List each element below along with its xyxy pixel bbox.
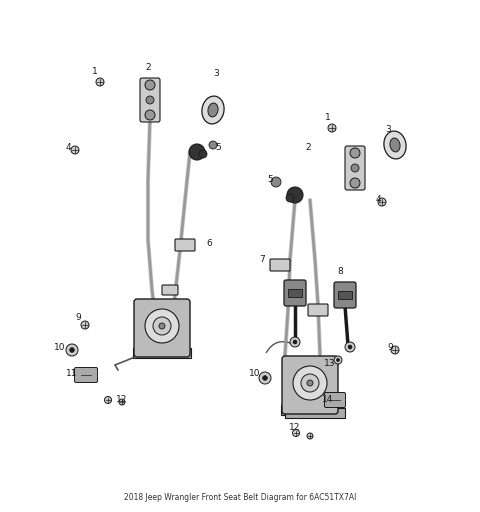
Circle shape: [119, 399, 125, 405]
Text: 4: 4: [375, 195, 381, 203]
Circle shape: [290, 337, 300, 347]
FancyBboxPatch shape: [282, 356, 338, 414]
Circle shape: [271, 177, 281, 187]
Circle shape: [307, 380, 313, 386]
Circle shape: [199, 150, 207, 158]
Text: 2: 2: [305, 142, 311, 152]
Circle shape: [145, 80, 155, 90]
Circle shape: [287, 187, 303, 203]
Text: 9: 9: [387, 343, 393, 352]
Circle shape: [259, 372, 271, 384]
Bar: [288, 289, 302, 297]
Circle shape: [351, 164, 359, 172]
Text: 2: 2: [145, 62, 151, 72]
Text: 2018 Jeep Wrangler Front Seat Belt Diagram for 6AC51TX7AI: 2018 Jeep Wrangler Front Seat Belt Diagr…: [124, 494, 356, 502]
Circle shape: [81, 321, 89, 329]
Circle shape: [263, 376, 267, 380]
Text: 4: 4: [65, 142, 71, 152]
Circle shape: [96, 78, 104, 86]
Text: 10: 10: [54, 343, 66, 352]
FancyBboxPatch shape: [324, 393, 346, 408]
Circle shape: [153, 317, 171, 335]
Circle shape: [301, 374, 319, 392]
Circle shape: [378, 198, 386, 206]
Bar: [338, 291, 352, 299]
Ellipse shape: [384, 131, 406, 159]
FancyBboxPatch shape: [162, 285, 178, 295]
Circle shape: [307, 433, 313, 439]
Text: 1: 1: [325, 114, 331, 122]
Circle shape: [350, 148, 360, 158]
Text: 10: 10: [249, 370, 261, 378]
Circle shape: [336, 358, 340, 361]
Circle shape: [286, 194, 294, 202]
Circle shape: [71, 146, 79, 154]
Circle shape: [145, 309, 179, 343]
Circle shape: [146, 96, 154, 104]
Text: 9: 9: [75, 313, 81, 323]
Text: 5: 5: [215, 142, 221, 152]
Circle shape: [293, 340, 297, 344]
Text: 8: 8: [337, 267, 343, 275]
Circle shape: [345, 342, 355, 352]
Text: 6: 6: [206, 240, 212, 248]
Text: 11: 11: [66, 370, 78, 378]
FancyBboxPatch shape: [284, 280, 306, 306]
FancyBboxPatch shape: [345, 146, 365, 190]
Circle shape: [159, 323, 165, 329]
Circle shape: [189, 144, 205, 160]
Circle shape: [328, 124, 336, 132]
Circle shape: [145, 110, 155, 120]
Text: 5: 5: [267, 175, 273, 183]
Circle shape: [209, 141, 217, 149]
FancyBboxPatch shape: [308, 304, 328, 316]
Circle shape: [292, 430, 300, 437]
Circle shape: [105, 396, 111, 403]
Circle shape: [66, 344, 78, 356]
Bar: [285, 408, 345, 418]
Text: 3: 3: [385, 124, 391, 134]
Text: 1: 1: [92, 67, 98, 75]
Circle shape: [348, 345, 352, 349]
FancyBboxPatch shape: [334, 282, 356, 308]
FancyBboxPatch shape: [175, 239, 195, 251]
Bar: [281, 405, 339, 415]
Circle shape: [293, 366, 327, 400]
Circle shape: [350, 178, 360, 188]
Ellipse shape: [208, 103, 218, 117]
Text: 7: 7: [259, 254, 265, 264]
Text: 12: 12: [116, 395, 128, 403]
FancyBboxPatch shape: [270, 259, 290, 271]
Text: 12: 12: [289, 422, 300, 432]
FancyBboxPatch shape: [74, 368, 97, 382]
Circle shape: [334, 356, 342, 364]
Ellipse shape: [202, 96, 224, 124]
Circle shape: [391, 346, 399, 354]
Ellipse shape: [390, 138, 400, 152]
Text: 14: 14: [322, 395, 334, 403]
Circle shape: [70, 348, 74, 352]
FancyBboxPatch shape: [140, 78, 160, 122]
Text: 3: 3: [213, 70, 219, 78]
FancyBboxPatch shape: [134, 299, 190, 357]
Bar: [133, 348, 191, 358]
Text: 13: 13: [324, 359, 336, 369]
